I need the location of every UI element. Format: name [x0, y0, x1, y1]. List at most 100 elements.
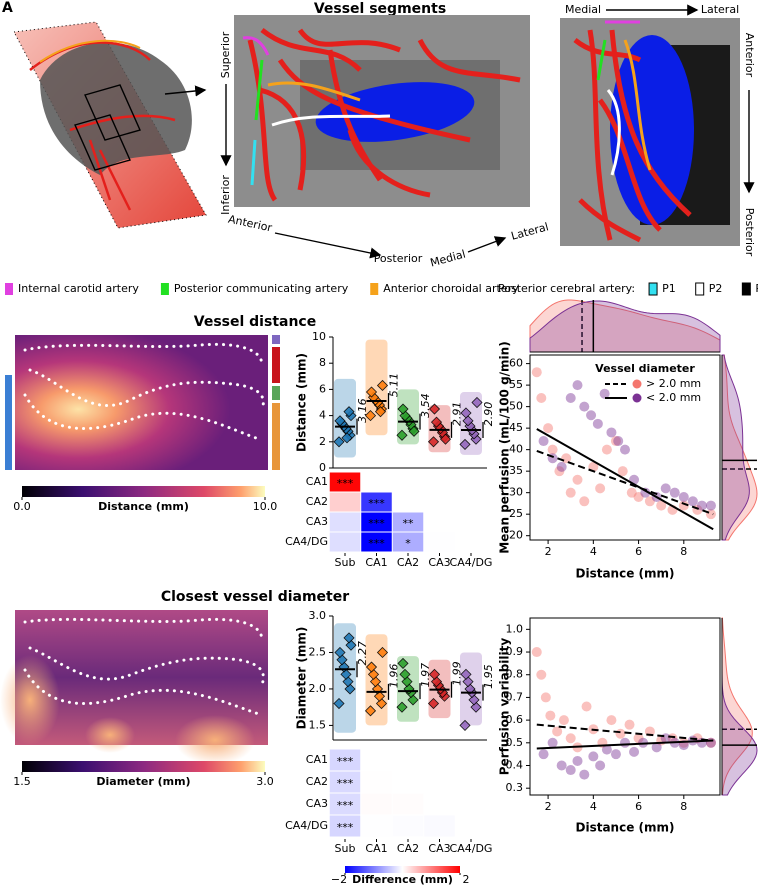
subject-point	[460, 668, 472, 680]
difference-cell	[392, 532, 424, 552]
subject-point	[334, 646, 346, 659]
legend-label: P1	[662, 282, 676, 295]
axis-direction: Inferior	[219, 175, 232, 215]
subject-point	[397, 403, 409, 415]
legend-title: Vessel diameter	[595, 362, 695, 375]
y-tick-label: 3.0	[309, 609, 327, 622]
subject-point	[460, 407, 472, 419]
marginal-density	[529, 299, 721, 353]
pcom	[254, 59, 264, 121]
colorbar-label: Diameter (mm)	[96, 775, 190, 788]
row-label: CA1	[306, 753, 328, 766]
x-tick-label: CA4/DG	[450, 556, 493, 569]
subject-point	[468, 694, 480, 706]
data-point	[579, 496, 590, 507]
subject-point	[401, 676, 413, 688]
x-tick-label: CA3	[428, 842, 450, 855]
fit-line	[536, 723, 714, 742]
subject-point	[439, 433, 452, 445]
difference-cell	[329, 472, 361, 492]
subject-point	[345, 639, 357, 651]
data-point	[656, 500, 667, 511]
panel-title: Vessel segments	[314, 1, 446, 17]
legend-label: P2	[709, 282, 723, 295]
data-point	[536, 669, 547, 680]
data-point	[651, 742, 662, 753]
data-point	[617, 466, 628, 477]
subject-point	[397, 657, 409, 669]
data-point	[565, 765, 576, 776]
subject-point	[428, 403, 441, 415]
subject-point	[428, 668, 441, 680]
data-point	[556, 760, 567, 771]
subject-point	[364, 705, 377, 717]
y-axis-label: Diameter (mm)	[295, 627, 309, 730]
y-axis-label: Mean perfusion (mL/100 g/min)	[498, 341, 512, 553]
y-tick-label: 45	[509, 421, 523, 434]
y-tick-label: 1.0	[506, 622, 524, 635]
subject-point	[333, 697, 345, 710]
x-tick-label: 8	[680, 800, 687, 813]
x-tick-label: 4	[590, 800, 597, 813]
row-label: CA2	[306, 495, 328, 508]
x-tick-label: 2	[545, 800, 552, 813]
axis-direction: Anterior	[743, 33, 756, 78]
difference-cell	[361, 793, 392, 815]
data-point	[705, 500, 716, 511]
y-tick-label: 2	[319, 435, 326, 448]
x-tick-label: Sub	[335, 556, 356, 569]
data-point	[644, 496, 655, 507]
y-tick-label: 50	[509, 400, 523, 413]
difference-cell	[361, 771, 392, 793]
data-point	[606, 427, 617, 438]
difference-cell	[329, 749, 361, 771]
data-point	[595, 760, 606, 771]
subject-point	[341, 432, 353, 444]
subfield-bar	[272, 347, 280, 383]
subject-point	[399, 668, 411, 680]
subject-point	[462, 676, 474, 688]
x-tick-label: 6	[635, 800, 642, 813]
subfield-outline	[23, 617, 265, 717]
y-tick-label: 35	[509, 464, 523, 477]
diameter-map-image	[0, 610, 268, 765]
subject-point	[427, 697, 440, 710]
arrow	[274, 232, 382, 259]
y-axis-label: Perfusion variability	[498, 638, 512, 776]
axis-direction: Posterior	[374, 252, 423, 265]
difference-cell	[392, 815, 424, 837]
data-point	[601, 444, 612, 455]
legend-marker	[632, 393, 642, 403]
subfield-bar	[5, 375, 12, 470]
colorbar	[22, 761, 265, 772]
difference-cell	[424, 532, 455, 552]
data-point	[572, 755, 583, 766]
data-point	[633, 733, 644, 744]
median-label: 3.54	[419, 393, 432, 418]
significance-label: *	[405, 537, 411, 550]
x-tick-label: CA2	[397, 556, 419, 569]
x-tick-label: 8	[680, 545, 687, 558]
difference-cell	[361, 492, 392, 512]
difference-cell	[329, 532, 361, 552]
y-tick-label: 20	[509, 529, 523, 542]
subject-point	[344, 683, 356, 695]
p2	[271, 114, 391, 127]
x-tick-label: 6	[635, 545, 642, 558]
row-label: CA2	[306, 775, 328, 788]
difference-cell	[361, 512, 392, 532]
data-point	[543, 423, 554, 434]
fit-line	[536, 428, 714, 531]
p1	[250, 139, 257, 186]
map-glow	[85, 717, 135, 753]
subject-point	[369, 676, 382, 688]
data-point	[610, 749, 621, 760]
legend-label: > 2.0 mm	[646, 377, 701, 390]
significance-label: ***	[368, 537, 385, 550]
subject-point	[462, 415, 474, 427]
arrow	[164, 85, 207, 97]
subfield-bar	[272, 403, 280, 470]
legend-group-label: Posterior cerebral artery:	[498, 282, 635, 295]
x-tick-label: CA3	[428, 556, 450, 569]
